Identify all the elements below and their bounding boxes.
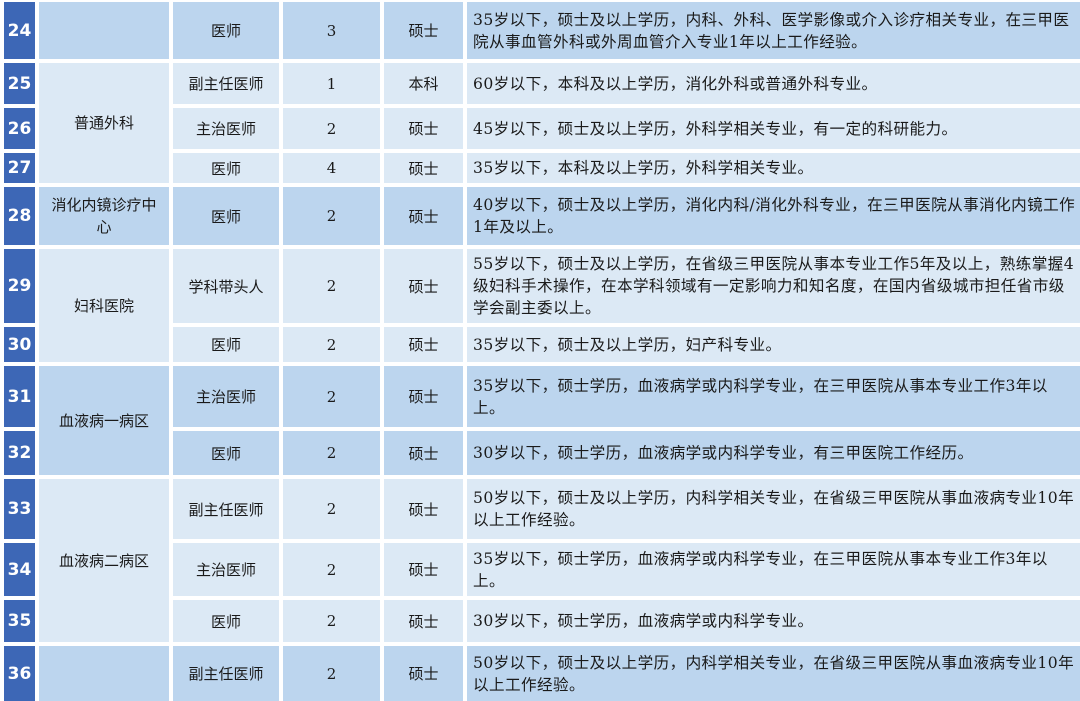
- headcount: 2: [283, 479, 380, 539]
- headcount: 2: [283, 187, 380, 245]
- position-title: 学科带头人: [173, 249, 279, 323]
- department-cell: 妇科医院: [39, 249, 169, 362]
- position-title: 主治医师: [173, 543, 279, 596]
- education: 硕士: [384, 600, 463, 642]
- headcount: 4: [283, 153, 380, 183]
- position-title: 医师: [173, 2, 279, 59]
- row-number: 36: [4, 646, 35, 701]
- education: 硕士: [384, 431, 463, 475]
- headcount: 2: [283, 249, 380, 323]
- row-number: 29: [4, 249, 35, 323]
- position-title: 主治医师: [173, 366, 279, 427]
- position-title: 副主任医师: [173, 646, 279, 701]
- requirements: 35岁以下，硕士学历，血液病学或内科学专业，在三甲医院从事本专业工作3年以上。: [467, 543, 1080, 596]
- position-title: 主治医师: [173, 108, 279, 149]
- requirements: 50岁以下，硕士及以上学历，内科学相关专业，在省级三甲医院从事血液病专业10年以…: [467, 479, 1080, 539]
- headcount: 2: [283, 646, 380, 701]
- row-number: 25: [4, 63, 35, 104]
- headcount: 2: [283, 327, 380, 362]
- education: 硕士: [384, 646, 463, 701]
- position-title: 医师: [173, 600, 279, 642]
- headcount: 2: [283, 431, 380, 475]
- headcount: 2: [283, 108, 380, 149]
- requirements: 50岁以下，硕士及以上学历，内科学相关专业，在省级三甲医院从事血液病专业10年以…: [467, 646, 1080, 701]
- requirements: 35岁以下，硕士学历，血液病学或内科学专业，在三甲医院从事本专业工作3年以上。: [467, 366, 1080, 427]
- headcount: 2: [283, 366, 380, 427]
- department-cell: 普通外科: [39, 63, 169, 183]
- requirements: 45岁以下，硕士及以上学历，外科学相关专业，有一定的科研能力。: [467, 108, 1080, 149]
- row-number: 27: [4, 153, 35, 183]
- position-title: 医师: [173, 327, 279, 362]
- row-number: 35: [4, 600, 35, 642]
- department-cell: 血液病二病区: [39, 479, 169, 642]
- position-title: 副主任医师: [173, 479, 279, 539]
- row-number: 28: [4, 187, 35, 245]
- department-cell: [39, 646, 169, 701]
- requirements: 60岁以下，本科及以上学历，消化外科或普通外科专业。: [467, 63, 1080, 104]
- position-title: 医师: [173, 153, 279, 183]
- row-number: 34: [4, 543, 35, 596]
- headcount: 2: [283, 600, 380, 642]
- requirements: 30岁以下，硕士学历，血液病学或内科学专业，有三甲医院工作经历。: [467, 431, 1080, 475]
- education: 硕士: [384, 479, 463, 539]
- education: 硕士: [384, 366, 463, 427]
- education: 硕士: [384, 249, 463, 323]
- education: 硕士: [384, 2, 463, 59]
- row-number: 30: [4, 327, 35, 362]
- education: 硕士: [384, 187, 463, 245]
- requirements: 40岁以下，硕士及以上学历，消化内科/消化外科专业，在三甲医院从事消化内镜工作1…: [467, 187, 1080, 245]
- requirements: 30岁以下，硕士学历，血液病学或内科学专业。: [467, 600, 1080, 642]
- headcount: 2: [283, 543, 380, 596]
- requirements: 35岁以下，本科及以上学历，外科学相关专业。: [467, 153, 1080, 183]
- department-cell: 血液病一病区: [39, 366, 169, 475]
- headcount: 1: [283, 63, 380, 104]
- row-number: 24: [4, 2, 35, 59]
- recruitment-table: 24 医师 3 硕士 35岁以下，硕士及以上学历，内科、外科、医学影像或介入诊疗相关专业…: [4, 2, 1080, 701]
- position-title: 医师: [173, 187, 279, 245]
- requirements: 35岁以下，硕士及以上学历，妇产科专业。: [467, 327, 1080, 362]
- requirements: 35岁以下，硕士及以上学历，内科、外科、医学影像或介入诊疗相关专业，在三甲医院从…: [467, 2, 1080, 59]
- department-cell: [39, 2, 169, 59]
- row-number: 31: [4, 366, 35, 427]
- education: 本科: [384, 63, 463, 104]
- requirements: 55岁以下，硕士及以上学历，在省级三甲医院从事本专业工作5年及以上，熟练掌握4级…: [467, 249, 1080, 323]
- education: 硕士: [384, 327, 463, 362]
- row-number: 32: [4, 431, 35, 475]
- department-cell: 消化内镜诊疗中心: [39, 187, 169, 245]
- education: 硕士: [384, 153, 463, 183]
- position-title: 副主任医师: [173, 63, 279, 104]
- row-number: 26: [4, 108, 35, 149]
- position-title: 医师: [173, 431, 279, 475]
- education: 硕士: [384, 108, 463, 149]
- row-number: 33: [4, 479, 35, 539]
- headcount: 3: [283, 2, 380, 59]
- education: 硕士: [384, 543, 463, 596]
